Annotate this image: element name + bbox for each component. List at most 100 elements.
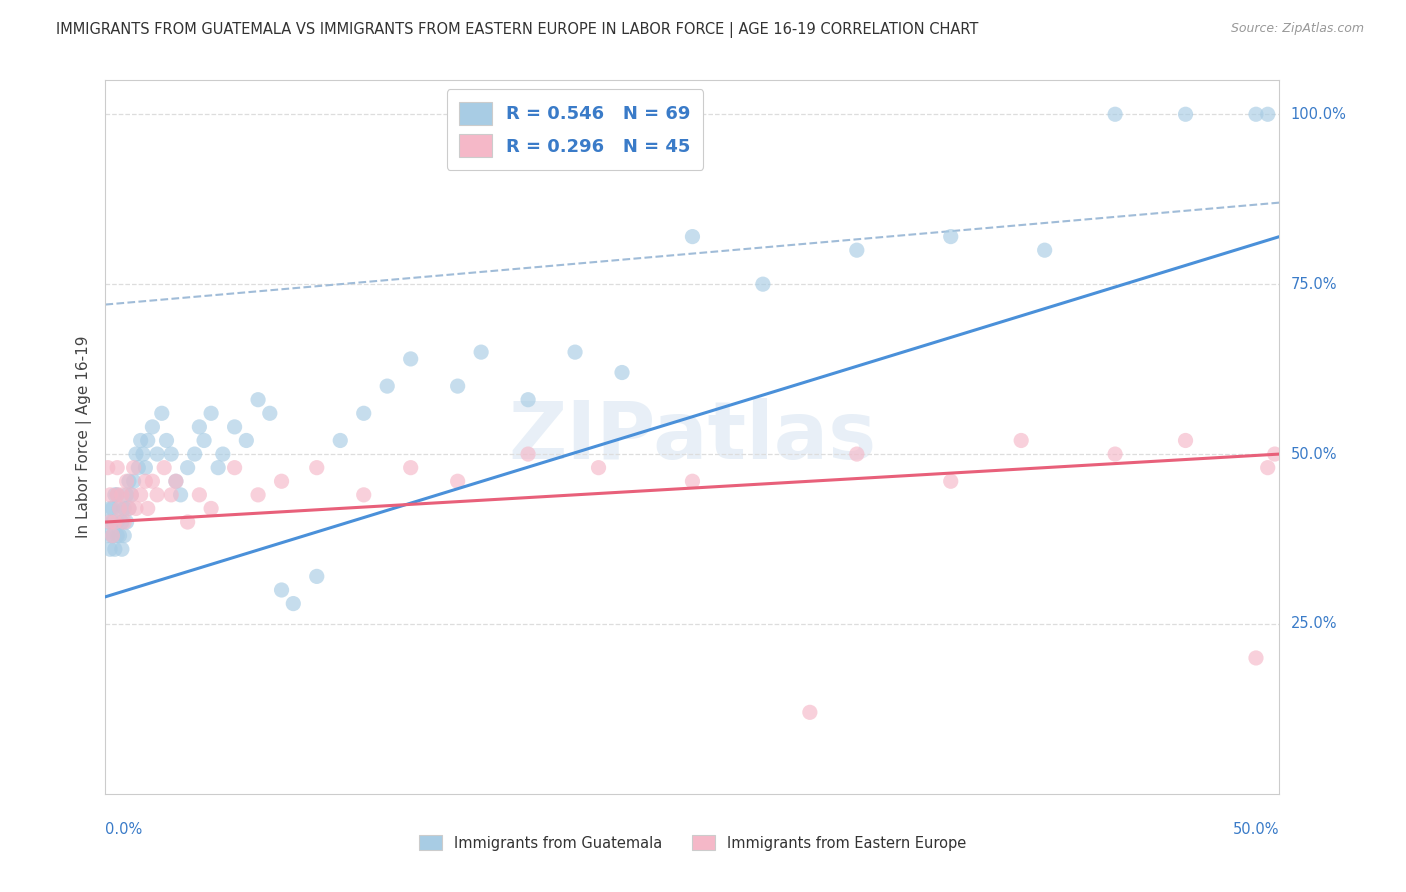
Point [176,460,198,475]
Point [115,475,138,489]
Point [283,597,305,611]
Point [115,515,138,529]
Point [446,475,468,489]
Point [399,460,422,475]
Y-axis label: In Labor Force | Age 16-19: In Labor Force | Age 16-19 [76,335,91,539]
Point [211,447,233,461]
Text: 0.0%: 0.0% [105,822,142,838]
Point [588,460,610,475]
Point [112,515,135,529]
Point [1104,107,1126,121]
Point [845,243,868,257]
Point [108,501,131,516]
Point [752,277,775,292]
Point [1244,651,1267,665]
Point [97,528,120,542]
Point [125,501,148,516]
Point [105,488,128,502]
Point [120,488,142,502]
Point [305,569,328,583]
Point [845,447,868,461]
Text: Source: ZipAtlas.com: Source: ZipAtlas.com [1230,22,1364,36]
Point [1033,243,1056,257]
Point [101,528,124,542]
Point [104,488,127,502]
Point [1104,447,1126,461]
Point [375,379,398,393]
Point [104,542,127,557]
Text: 25.0%: 25.0% [1291,616,1337,632]
Point [169,488,191,502]
Text: IMMIGRANTS FROM GUATEMALA VS IMMIGRANTS FROM EASTERN EUROPE IN LABOR FORCE | AGE: IMMIGRANTS FROM GUATEMALA VS IMMIGRANTS … [56,22,979,38]
Point [125,447,148,461]
Point [105,488,128,502]
Point [108,501,131,516]
Point [1264,447,1286,461]
Point [98,501,121,516]
Point [470,345,492,359]
Point [120,488,142,502]
Point [1244,107,1267,121]
Point [165,475,187,489]
Point [127,460,149,475]
Point [115,488,138,502]
Point [517,392,540,407]
Point [517,447,540,461]
Point [118,475,141,489]
Point [136,434,159,448]
Point [155,434,177,448]
Point [111,542,134,557]
Point [150,406,173,420]
Point [270,475,292,489]
Point [193,434,215,448]
Text: 100.0%: 100.0% [1291,107,1347,122]
Point [165,475,187,489]
Point [270,582,292,597]
Point [112,501,135,516]
Point [112,528,135,542]
Point [353,488,375,502]
Point [122,460,145,475]
Point [939,475,962,489]
Point [105,515,128,529]
Point [108,528,131,542]
Point [305,460,328,475]
Point [564,345,586,359]
Point [101,515,124,529]
Point [141,475,163,489]
Point [105,460,128,475]
Point [399,351,422,366]
Point [98,488,121,502]
Point [247,392,270,407]
Point [353,406,375,420]
Point [111,488,134,502]
Point [1174,107,1197,121]
Point [259,406,281,420]
Point [129,488,152,502]
Point [98,515,121,529]
Point [118,501,141,516]
Point [98,542,121,557]
Point [224,420,246,434]
Point [183,447,205,461]
Point [176,515,198,529]
Point [101,501,124,516]
Point [610,366,633,380]
Point [160,447,183,461]
Point [97,515,120,529]
Point [111,515,134,529]
Point [97,460,120,475]
Point [134,460,156,475]
Point [160,488,183,502]
Point [446,379,468,393]
Point [146,447,169,461]
Legend: Immigrants from Guatemala, Immigrants from Eastern Europe: Immigrants from Guatemala, Immigrants fr… [412,828,973,858]
Point [122,475,145,489]
Point [224,460,246,475]
Point [134,475,156,489]
Point [1257,460,1279,475]
Point [200,501,222,516]
Text: 50.0%: 50.0% [1291,447,1337,461]
Text: 75.0%: 75.0% [1291,277,1337,292]
Point [153,460,176,475]
